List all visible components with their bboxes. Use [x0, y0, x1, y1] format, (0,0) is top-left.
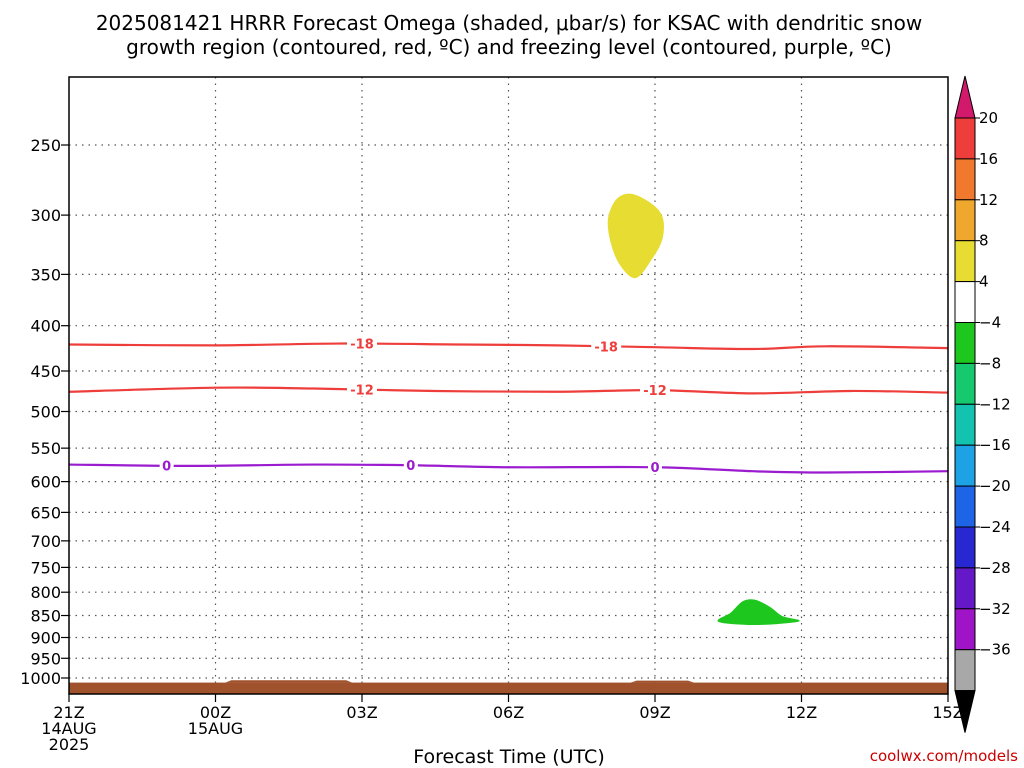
colorbar-bin: [954, 485, 976, 528]
y-tick-label: 1000: [20, 669, 61, 688]
contour-label: 0: [162, 460, 171, 475]
terrain-base: [69, 682, 948, 694]
terrain-bump: [630, 680, 695, 683]
contour-label: -12: [643, 384, 667, 399]
y-tick-label: 250: [30, 136, 61, 155]
x-tick-label: 21Z: [53, 703, 84, 722]
x-tick-label: 12Z: [786, 703, 817, 722]
x-tick-label: 2025: [49, 735, 90, 754]
contour-label: -12: [350, 384, 374, 399]
omega-shaded-region: [607, 193, 664, 279]
contour-label-bg: [159, 458, 174, 473]
colorbar-bin: [954, 444, 976, 487]
colorbar: 20 16 12 8 4 −4 −8 −12 −16 −20 −24 −28 −32 −36: [954, 75, 1011, 733]
y-tick-label: 700: [30, 532, 61, 551]
contour-label-bg: [640, 383, 670, 398]
colorbar-tick-label: −36: [979, 641, 1011, 659]
colorbar-tick-label: −28: [979, 559, 1011, 577]
x-axis-label: Forecast Time (UTC): [413, 746, 604, 768]
y-tick-label: 400: [30, 317, 61, 336]
contour-label: 0: [406, 459, 415, 474]
contour-label-bg: [403, 458, 418, 473]
y-tick-label: 300: [30, 206, 61, 225]
colorbar-bin: [954, 403, 976, 446]
colorbar-tick-label: 16: [979, 150, 998, 168]
temperature-contours: -18 -18 -12 -12 0 0 0: [68, 336, 949, 476]
colorbar-bin: [954, 240, 976, 283]
y-tick-label: 900: [30, 628, 61, 647]
x-tick-label: 03Z: [346, 703, 377, 722]
y-tick-label: 750: [30, 558, 61, 577]
x-tick-label: 06Z: [493, 703, 524, 722]
x-tick-label: 00Z: [200, 703, 231, 722]
y-axis-ticks: 250 300 350 400 450 500 550 600 650 700 750 800 850 9…: [20, 136, 69, 688]
colorbar-bin: [954, 199, 976, 242]
colorbar-tick-label: −12: [979, 395, 1011, 413]
y-tick-label: 550: [30, 439, 61, 458]
contour-label-bg: [648, 460, 662, 475]
y-tick-label: 950: [30, 649, 61, 668]
y-tick-label: 500: [30, 403, 61, 422]
colorbar-tick-label: 4: [979, 273, 989, 291]
colorbar-bin: [954, 526, 976, 569]
colorbar-bin: [954, 117, 976, 160]
terrain-bump: [225, 680, 353, 683]
colorbar-bin: [954, 281, 976, 324]
x-tick-label: 15Z: [932, 703, 963, 722]
colorbar-arrow-top: [954, 75, 976, 119]
colorbar-tick-label: −8: [979, 354, 1001, 372]
colorbar-bin: [954, 567, 976, 610]
contour-line: [68, 342, 949, 351]
colorbar-bin: [954, 362, 976, 405]
colorbar-bin: [954, 608, 976, 651]
colorbar-tick-label: 20: [979, 109, 998, 127]
x-tick-label: 15AUG: [188, 719, 243, 738]
colorbar-bin: [954, 158, 976, 201]
contour-label: 0: [650, 461, 659, 476]
terrain-fill: [69, 680, 948, 694]
colorbar-tick-label: −16: [979, 436, 1011, 454]
omega-shading: [607, 193, 800, 626]
colorbar-bin: [954, 649, 976, 692]
colorbar-tick-label: −24: [979, 518, 1011, 536]
y-tick-label: 650: [30, 503, 61, 522]
colorbar-tick-label: 12: [979, 191, 998, 209]
contour-label: -18: [350, 338, 374, 353]
colorbar-tick-label: 8: [979, 232, 989, 250]
contour-label-bg: [347, 382, 377, 397]
y-tick-label: 800: [30, 583, 61, 602]
plot-frame: [68, 76, 949, 695]
y-tick-label: 850: [30, 607, 61, 626]
y-tick-label: 450: [30, 362, 61, 381]
chart-title-line2: growth region (contoured, red, ºC) and f…: [126, 35, 892, 59]
contour-label: -18: [594, 340, 618, 355]
contour-line: [68, 463, 949, 474]
chart-title-line1: 2025081421 HRRR Forecast Omega (shaded, …: [96, 11, 922, 35]
colorbar-tick-label: −20: [979, 477, 1011, 495]
contour-line: [68, 386, 949, 395]
omega-shaded-region: [717, 599, 800, 626]
contour-label-bg: [591, 339, 622, 354]
y-tick-label: 350: [30, 265, 61, 284]
credit-text: coolwx.com/models: [870, 747, 1018, 765]
contour-label-bg: [347, 336, 377, 351]
grid-lines: [69, 77, 948, 694]
colorbar-tick-label: −4: [979, 314, 1001, 332]
colorbar-bin: [954, 322, 976, 364]
colorbar-arrow-bottom: [954, 690, 976, 733]
y-tick-label: 600: [30, 473, 61, 492]
x-tick-label: 14AUG: [41, 719, 96, 738]
colorbar-tick-label: −32: [979, 600, 1011, 618]
x-tick-label: 09Z: [639, 703, 670, 722]
